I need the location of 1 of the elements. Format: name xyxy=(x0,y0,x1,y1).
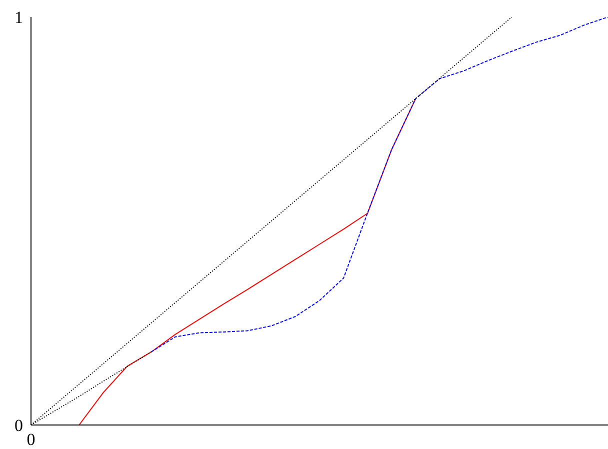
y-tick-label: 1 xyxy=(14,8,23,28)
